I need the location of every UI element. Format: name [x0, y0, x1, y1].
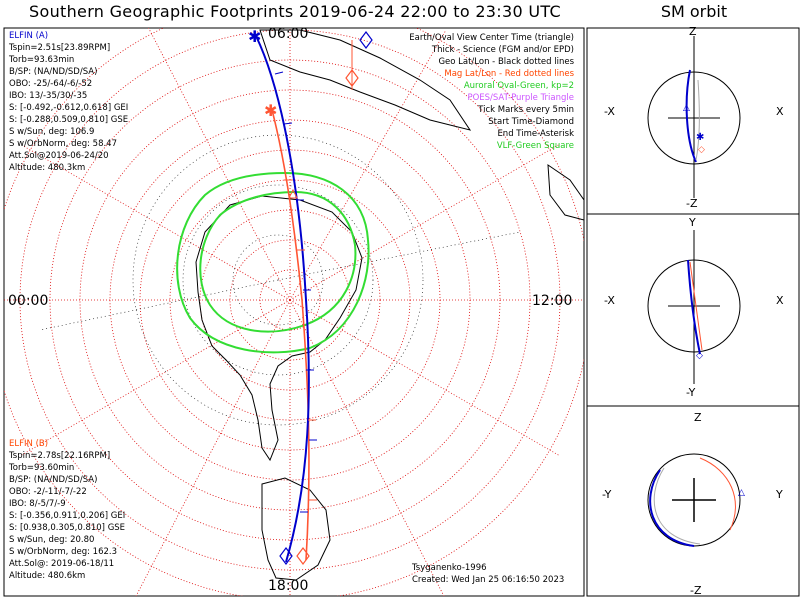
polar-map: ✱ ✱ [4, 27, 584, 596]
elfin-a-name: ELFIN (A) [9, 31, 48, 41]
sm-yz-left-label: -Y [602, 488, 612, 501]
map-frame [3, 27, 585, 597]
sm-yz-shadow-orbit [653, 467, 701, 545]
elfin-b-line: S w/Sun, deg: 20.80 [9, 535, 94, 545]
elfin-a-line: Altitude: 480.3km [9, 163, 85, 173]
legend-thick: Thick - Science (FGM and/or EPD) [431, 45, 574, 55]
elfin-a-line: B/SP: (NA/ND/SD/SA) [9, 67, 97, 77]
elfin-b-line: Torb=93.60min [8, 463, 74, 473]
created-label: Created: Wed Jan 25 06:16:50 2023 [412, 575, 564, 585]
elfin-a-line: Torb=93.63min [8, 55, 74, 65]
sm-panel-xy: ◇ Y -Y -X X [604, 216, 784, 399]
sm-xz-elfin-a-orbit [685, 69, 697, 163]
legend-mag: Mag Lat/Lon - Red dotted lines [444, 69, 574, 79]
elfin-b-line: Tspin=2.78s[22.16RPM] [8, 451, 110, 461]
sm-panel-xz-frame [586, 27, 800, 215]
legend-end: End Time-Asterisk [497, 129, 574, 139]
legend-poes: POES/SAT-Purple Triangle [467, 93, 574, 103]
elfin-b-line: S: [-0.356,0.911,0.206] GEI [9, 511, 125, 521]
sm-yz-elfin-a-orbit [649, 469, 695, 547]
elfin-b-start-diamond-icon [296, 547, 310, 565]
elfin-a-line: OBO: -25/-64/-6/-52 [9, 79, 92, 89]
sm-xy-right-label: X [776, 294, 784, 307]
top-diamond-icon [359, 31, 373, 49]
antarctica-coastline [195, 195, 363, 462]
sm-xz-top-label: Z [689, 25, 697, 38]
sm-xz-triangle-icon: △ [683, 103, 690, 113]
sm-xy-top-label: Y [688, 216, 696, 229]
elfin-b-line: S w/OrbNorm, deg: 162.3 [9, 547, 117, 557]
sm-yz-right-label: Y [775, 488, 783, 501]
legend-vlf: VLF-Green Square [497, 141, 574, 151]
legend-tick: Tick Marks every 5min [477, 105, 574, 115]
elfin-b-ticks [284, 179, 317, 501]
sm-yz-bottom-label: -Z [690, 584, 702, 597]
model-label: Tsyganenko-1996 [411, 563, 487, 573]
legend-oval: Auroral Oval-Green, kp=2 [464, 81, 574, 91]
elfin-b-info: ELFIN (B) Tspin=2.78s[22.16RPM] Torb=93.… [8, 439, 125, 581]
mlt-label-right: 12:00 [532, 293, 572, 309]
sm-xy-elfin-b-orbit [689, 261, 703, 351]
elfin-b-name: ELFIN (B) [9, 439, 48, 449]
elfin-a-ticks [274, 71, 317, 513]
sm-xz-right-label: X [776, 105, 784, 118]
elfin-a-track [255, 35, 310, 563]
sm-xz-shadow-orbit [695, 79, 700, 161]
geo-grid [39, 134, 521, 426]
elfin-a-line: S w/OrbNorm, deg: 58.47 [9, 139, 117, 149]
sm-xy-left-label: -X [604, 294, 615, 307]
elfin-a-line: IBO: 13/-35/30/-35 [9, 91, 87, 101]
elfin-b-end-asterisk-icon: ✱ [264, 101, 277, 120]
elfin-b-line: S: [0.938,0.305,0.810] GSE [9, 523, 125, 533]
sm-xz-diamond-icon: ◇ [698, 145, 705, 155]
elfin-b-line: Altitude: 480.6km [9, 571, 85, 581]
plot-title: Southern Geographic Footprints 2019-06-2… [29, 2, 561, 21]
elfin-a-line: S w/Sun, deg: 106.9 [9, 127, 94, 137]
sm-xz-bottom-label: -Z [686, 197, 698, 210]
sm-xy-diamond-icon: ◇ [696, 351, 703, 361]
oval-center-triangle-icon [288, 188, 298, 199]
mlt-label-bottom: 18:00 [268, 578, 308, 594]
legend-start: Start Time-Diamond [488, 117, 574, 127]
elfin-a-start-diamond-icon [279, 547, 293, 565]
elfin-a-info: ELFIN (A) Tspin=2.51s[23.89RPM] Torb=93.… [8, 31, 128, 173]
legend-geo: Geo Lat/Lon - Black dotted lines [438, 57, 574, 67]
sm-panel-xz: ◇ ✱ △ Z -Z -X X [604, 25, 784, 210]
sm-orbit-title: SM orbit [660, 2, 728, 21]
elfin-a-line: Tspin=2.51s[23.89RPM] [8, 43, 110, 53]
sm-yz-top-label: Z [694, 411, 702, 424]
south-america-coastline [261, 477, 331, 581]
elfin-b-track [271, 109, 310, 561]
sm-xz-left-label: -X [604, 105, 615, 118]
mlt-label-top: 06:00 [268, 26, 308, 42]
elfin-b-line: Att.Sol@: 2019-06-18/11 [9, 559, 114, 569]
elfin-b-line: IBO: 8/-5/7/-9 [9, 499, 66, 509]
legend: Earth/Oval View Center Time (triangle) T… [409, 33, 574, 151]
africa-coastline [547, 164, 584, 221]
sm-xy-bottom-label: -Y [686, 386, 696, 399]
elfin-a-line: S: [-0.288,0.509,0.810] GSE [9, 115, 128, 125]
elfin-b-line: OBO: -2/-11/-7/-22 [9, 487, 87, 497]
sm-xy-elfin-a-orbit [687, 259, 701, 355]
australia-coastline [259, 29, 472, 131]
sm-yz-triangle-icon: △ [738, 488, 745, 498]
elfin-a-line: S: [-0.492,-0.612,0.618] GEI [9, 103, 128, 113]
sm-yz-elfin-b-orbit [699, 457, 736, 531]
elfin-a-line: Att.Sol@2019-06-24/20 [9, 151, 109, 161]
sm-panel-yz: △ Z -Z -Y Y [602, 411, 783, 597]
elfin-b-line: B/SP: (NA/ND/SD/SA) [9, 475, 97, 485]
sm-xz-asterisk-icon: ✱ [696, 132, 704, 143]
sm-panel-yz-frame [586, 405, 800, 597]
elfin-a-end-asterisk-icon: ✱ [248, 27, 261, 46]
auroral-oval [176, 171, 370, 354]
mlt-label-left: 00:00 [8, 293, 48, 309]
legend-center: Earth/Oval View Center Time (triangle) [409, 33, 574, 43]
